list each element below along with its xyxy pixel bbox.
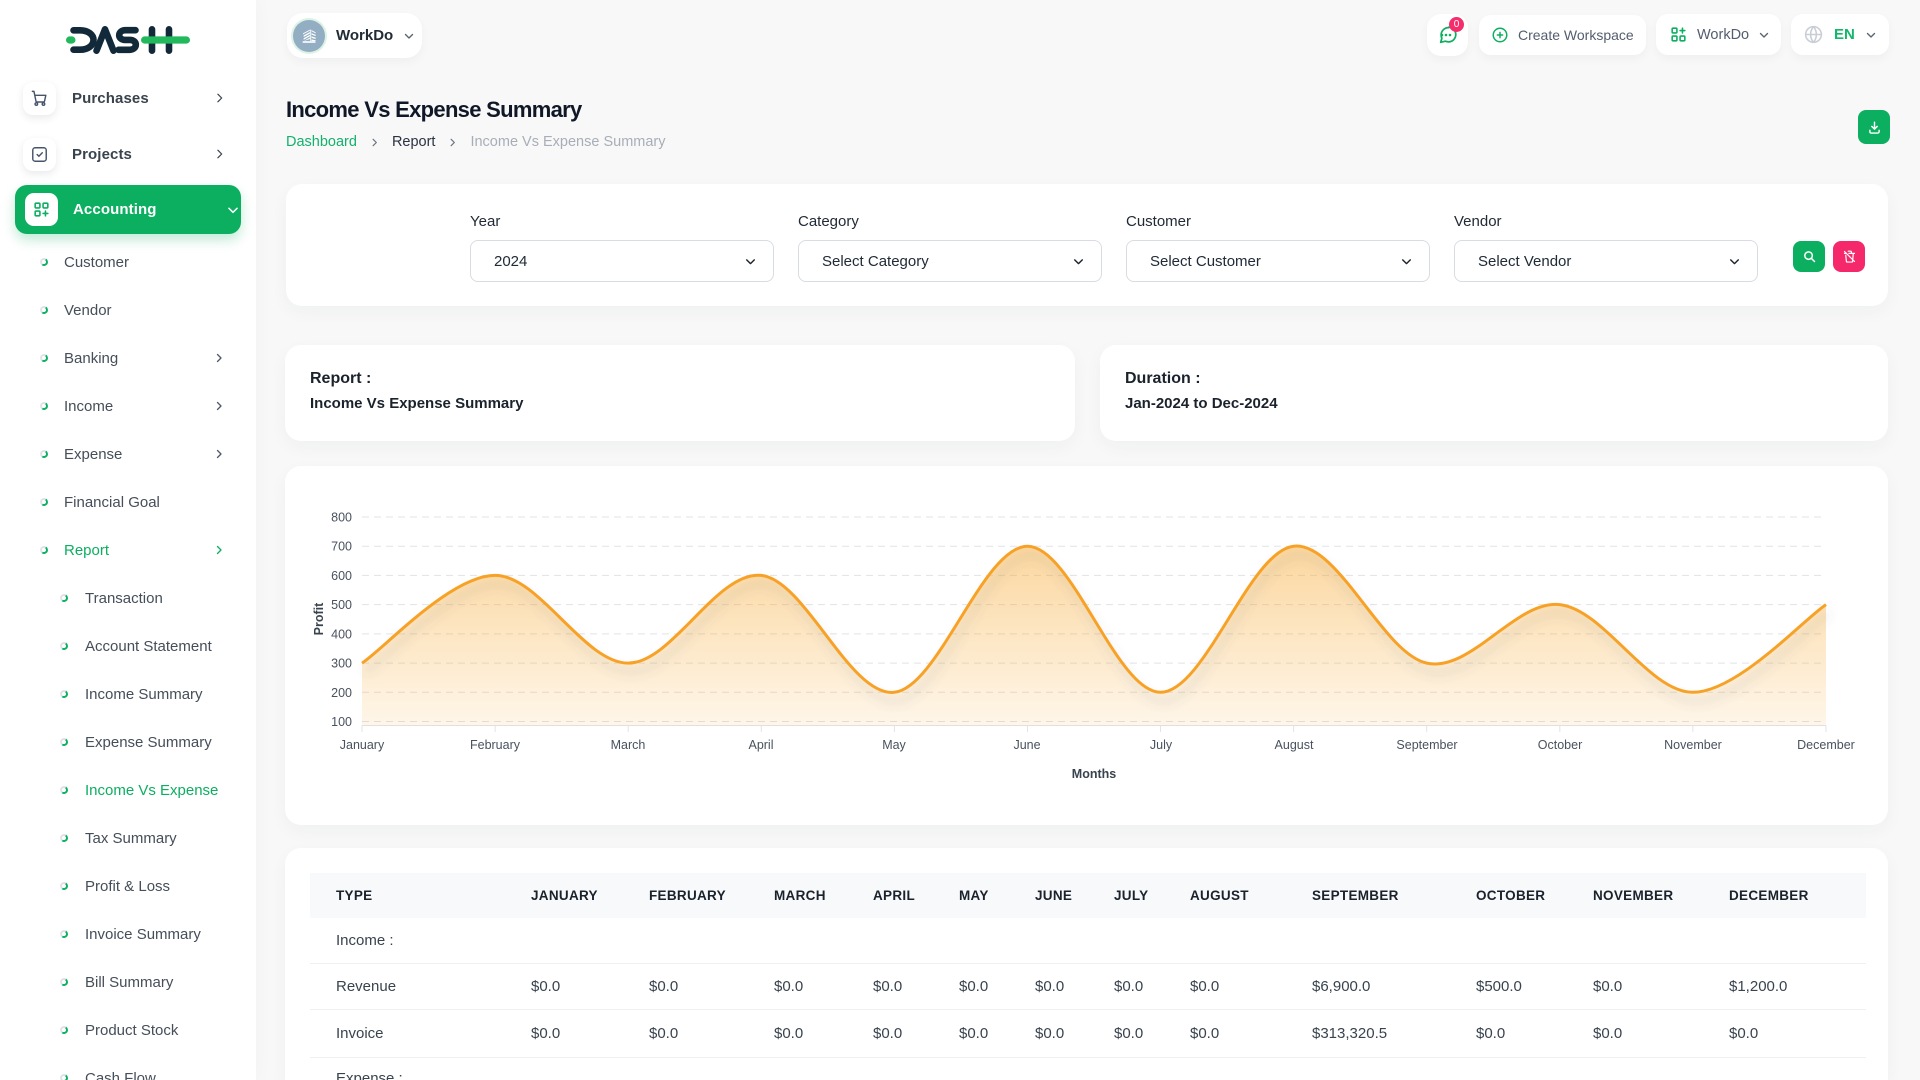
svg-text:September: September [1396, 738, 1457, 752]
svg-text:February: February [470, 738, 521, 752]
svg-text:Months: Months [1072, 767, 1116, 781]
svg-text:400: 400 [331, 627, 352, 641]
svg-text:April: April [748, 738, 773, 752]
svg-text:300: 300 [331, 657, 352, 671]
svg-text:100: 100 [331, 715, 352, 729]
svg-text:Profit: Profit [312, 602, 326, 635]
svg-text:June: June [1013, 738, 1040, 752]
svg-text:August: August [1275, 738, 1314, 752]
svg-text:600: 600 [331, 569, 352, 583]
svg-text:December: December [1797, 738, 1855, 752]
svg-text:500: 500 [331, 598, 352, 612]
svg-text:200: 200 [331, 686, 352, 700]
svg-text:January: January [340, 738, 385, 752]
svg-text:May: May [882, 738, 906, 752]
svg-text:October: October [1538, 738, 1582, 752]
svg-text:March: March [611, 738, 646, 752]
svg-text:700: 700 [331, 540, 352, 554]
svg-text:November: November [1664, 738, 1722, 752]
svg-text:800: 800 [331, 511, 352, 525]
svg-text:July: July [1150, 738, 1173, 752]
